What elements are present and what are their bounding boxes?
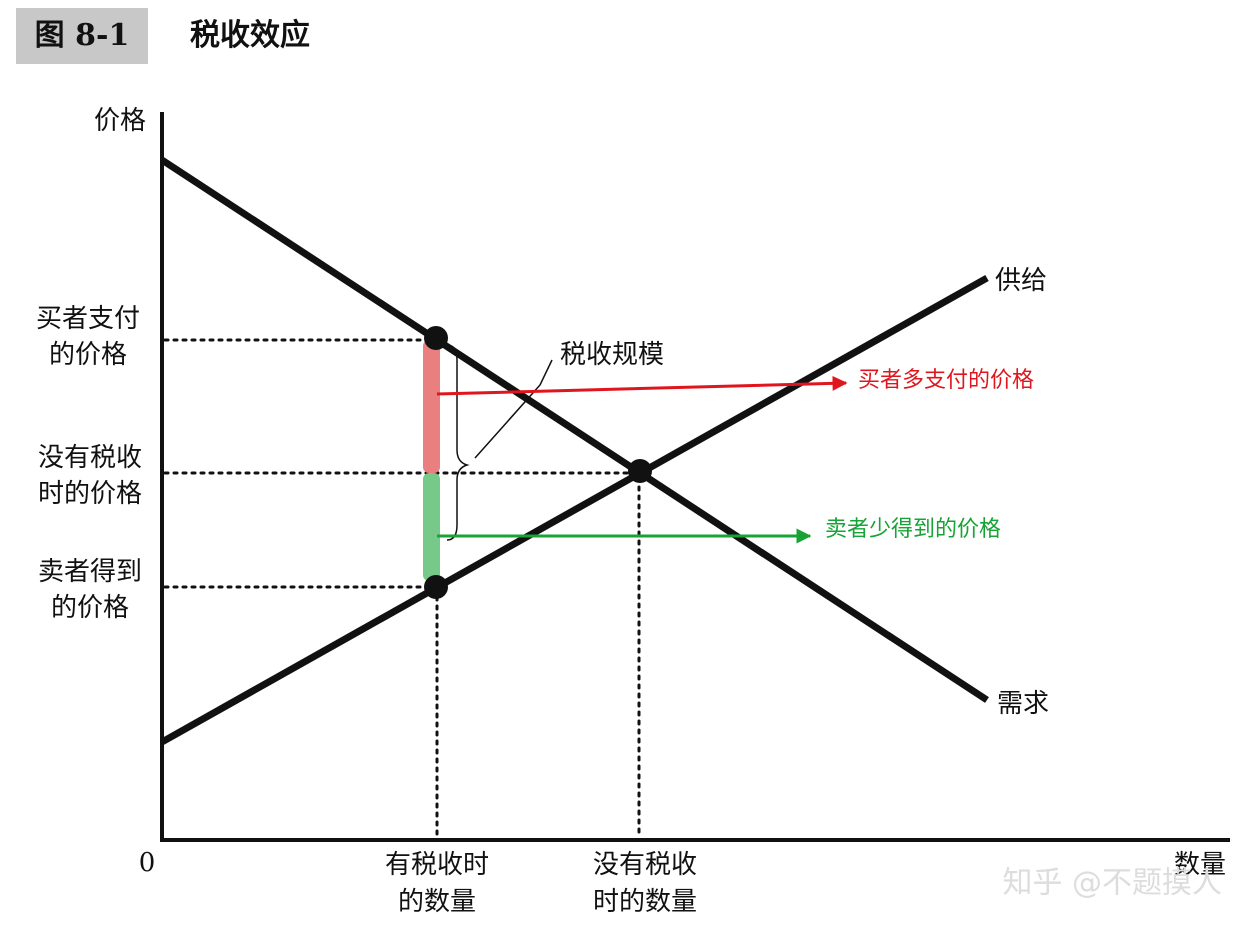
buyer-tax-bar: [423, 340, 440, 473]
price-label: 卖者得到: [38, 557, 142, 587]
buyer-arrow: [436, 375, 848, 396]
point: [628, 459, 652, 483]
price-label: 的价格: [49, 340, 127, 370]
watermark: 知乎 @不题摸人: [1002, 866, 1222, 901]
demand-label: 需求: [997, 689, 1049, 719]
quantity-label: 的数量: [398, 887, 476, 917]
tax-size-label: 税收规模: [560, 340, 664, 370]
origin-label: 0: [139, 848, 156, 878]
x-axis-label: 数量: [1174, 850, 1226, 880]
supply-label: 供给: [995, 266, 1047, 296]
demand-curve: [160, 157, 989, 703]
price-label: 没有税收: [38, 443, 142, 473]
figure-title: 税收效应: [190, 18, 310, 53]
leader-line: [474, 359, 553, 459]
price-label: 时的价格: [38, 479, 142, 509]
point: [424, 575, 448, 599]
quantity-label: 没有税收: [593, 850, 697, 880]
figure-label: 图 8-1: [35, 18, 130, 53]
price-label: 买者支付: [36, 304, 140, 334]
seller-tax-bar: [423, 473, 440, 581]
figure-label-box: [16, 8, 148, 64]
quantity-label: 有税收时: [385, 850, 489, 880]
point: [424, 326, 448, 350]
seller-less-label: 卖者少得到的价格: [825, 517, 1001, 542]
price-label: 的价格: [51, 593, 129, 623]
supply-curve: [160, 274, 989, 746]
quantity-label: 时的数量: [593, 887, 697, 917]
buyer-extra-label: 买者多支付的价格: [858, 368, 1034, 393]
brace: [446, 344, 470, 541]
y-axis-label: 价格: [94, 106, 146, 136]
